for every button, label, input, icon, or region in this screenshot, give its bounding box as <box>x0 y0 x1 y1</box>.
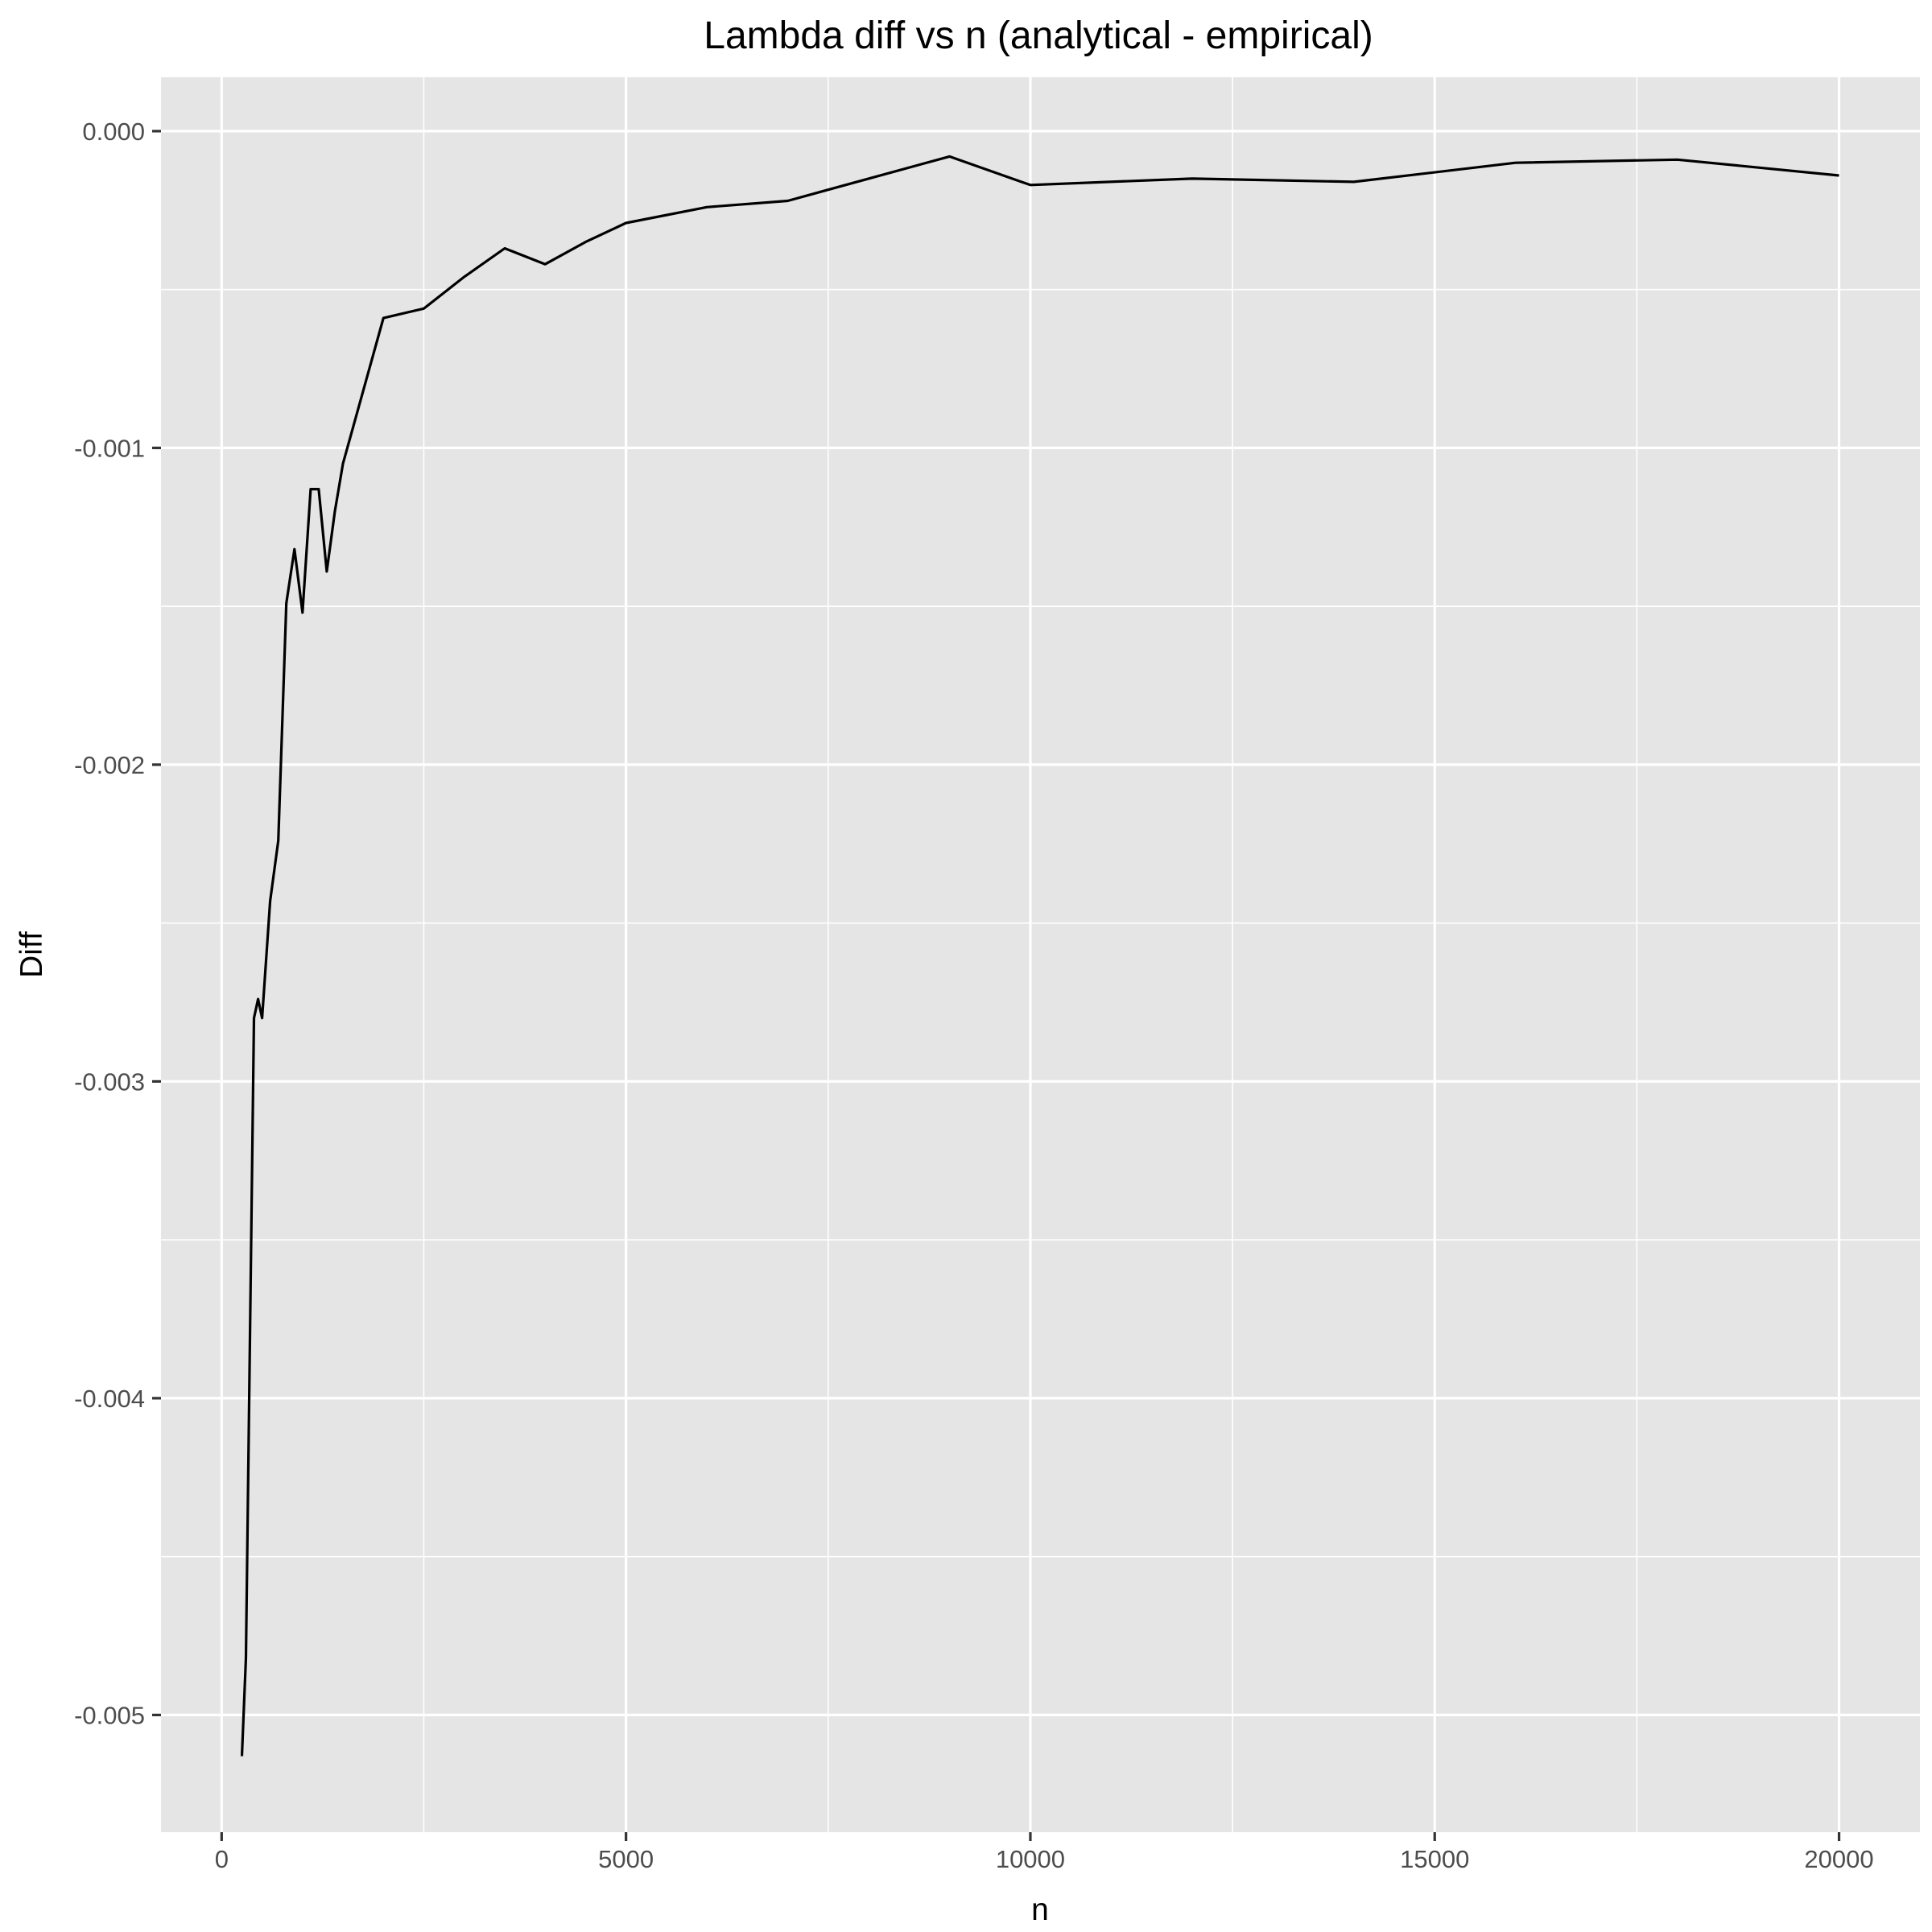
plot-panel <box>161 77 1920 1832</box>
x-tick-label: 10000 <box>996 1845 1065 1873</box>
series-layer <box>240 155 1839 1757</box>
y-tick-label: -0.005 <box>74 1701 145 1729</box>
y-axis-title: Diff <box>14 931 49 978</box>
y-tick-label: 0.000 <box>82 118 145 146</box>
y-tick-label: -0.001 <box>74 434 145 462</box>
x-tick-label: 0 <box>215 1845 229 1873</box>
major-gridlines <box>161 77 1920 1832</box>
x-tick-label: 5000 <box>598 1845 654 1873</box>
x-axis-tick-labels: 0 5000 10000 15000 20000 <box>215 1845 1874 1873</box>
y-tick-label: -0.002 <box>74 751 145 779</box>
x-axis-title: n <box>1031 1893 1049 1927</box>
minor-gridlines <box>161 77 1920 1832</box>
y-tick-label: -0.004 <box>74 1385 145 1413</box>
chart-title: Lambda diff vs n (analytical - empirical… <box>704 14 1373 57</box>
x-tick-label: 20000 <box>1804 1845 1873 1873</box>
y-tick-label: -0.003 <box>74 1067 145 1096</box>
series-line <box>240 155 1839 1757</box>
y-axis-tick-labels: 0.000 -0.001 -0.002 -0.003 -0.004 -0.005 <box>74 118 145 1730</box>
x-tick-label: 15000 <box>1400 1845 1469 1873</box>
tick-marks <box>152 130 1841 1841</box>
